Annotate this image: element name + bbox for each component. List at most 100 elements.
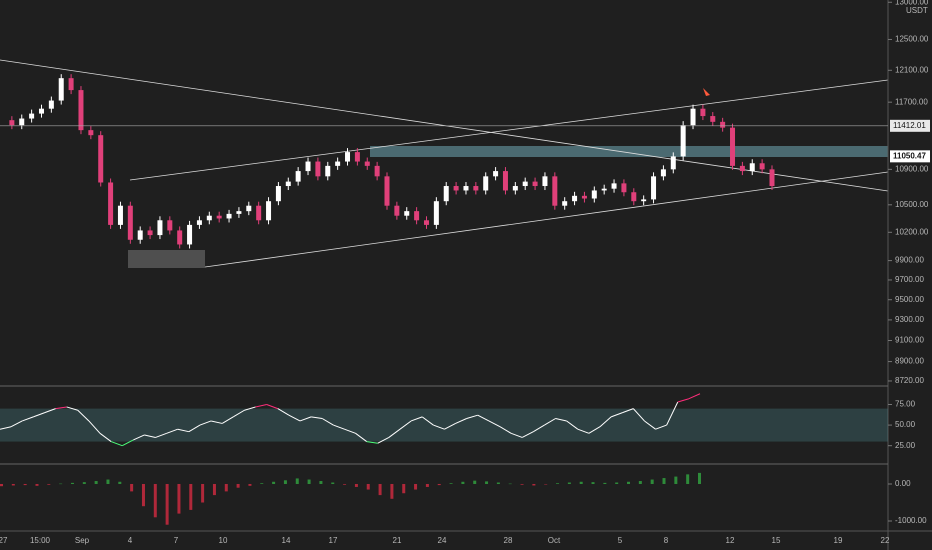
candle <box>730 127 736 166</box>
y-tick-label: 10200.00 <box>895 227 929 236</box>
rsi-line <box>266 404 278 410</box>
rsi-line <box>277 408 290 416</box>
candle <box>9 120 15 126</box>
y-tick-label: 12500.00 <box>895 35 929 44</box>
rsi-line <box>355 432 367 442</box>
candle <box>423 220 429 225</box>
candle <box>463 186 469 191</box>
histogram-bar <box>496 482 500 484</box>
histogram-bar <box>390 483 394 499</box>
candle <box>512 186 518 191</box>
candle <box>433 201 439 225</box>
y-tick-label: 8900.00 <box>895 357 924 366</box>
rsi-line <box>255 403 267 408</box>
rsi-line <box>0 426 12 430</box>
candle <box>651 176 657 200</box>
candle <box>572 195 578 202</box>
candle <box>167 220 173 231</box>
histogram-bar <box>153 483 157 518</box>
histogram-bar <box>437 483 441 486</box>
y-tick-label: 0.00 <box>895 479 911 488</box>
candle <box>394 205 400 216</box>
rsi-line <box>333 424 345 430</box>
histogram-bar <box>35 483 39 486</box>
histogram-bar <box>686 474 690 484</box>
histogram-bar <box>118 481 122 484</box>
rsi-line <box>521 431 534 438</box>
candle <box>710 116 716 122</box>
x-tick-label: 21 <box>393 536 402 545</box>
histogram-bar <box>615 482 619 484</box>
histogram-bar <box>272 481 276 484</box>
candle <box>641 199 647 202</box>
histogram-bar <box>378 483 382 496</box>
histogram-bar <box>307 479 311 484</box>
histogram-bar <box>508 483 512 485</box>
candle <box>749 163 755 172</box>
x-tick-label: 7 <box>174 536 179 545</box>
x-tick-label: Oct <box>548 536 561 545</box>
histogram-bar <box>425 483 429 487</box>
rsi-line <box>121 439 134 447</box>
rsi-line <box>399 420 412 430</box>
histogram-bar <box>556 483 560 484</box>
candle <box>38 108 44 114</box>
rsi-line <box>388 428 401 438</box>
histogram-bar <box>283 480 287 484</box>
candle <box>246 205 252 212</box>
candle <box>98 135 104 183</box>
rsi-line <box>166 428 178 434</box>
histogram-bar <box>94 481 98 484</box>
x-tick-label: 14 <box>282 536 291 545</box>
histogram-bar <box>591 482 595 484</box>
histogram-bar <box>461 481 465 484</box>
candle <box>354 152 360 162</box>
y-tick-label: 75.00 <box>895 400 916 409</box>
rsi-line <box>410 416 423 422</box>
rsi-line <box>499 426 512 434</box>
rsi-line <box>566 420 579 430</box>
rsi-line <box>655 424 667 430</box>
candle <box>275 186 281 202</box>
rsi-line <box>688 393 701 400</box>
candle <box>631 192 637 202</box>
rsi-line <box>677 398 690 403</box>
rsi-line <box>610 412 623 418</box>
price-label: 11050.47 <box>893 151 926 160</box>
candle <box>177 230 183 245</box>
histogram-bar <box>189 483 193 510</box>
histogram-bar <box>0 483 3 487</box>
rsi-line <box>466 414 478 419</box>
y-tick-label: 10900.00 <box>895 164 929 173</box>
candle <box>591 190 597 199</box>
candle <box>29 113 35 119</box>
candle <box>236 211 242 214</box>
rsi-line <box>455 418 467 424</box>
candle <box>443 186 449 202</box>
currency-label: USDT <box>906 6 928 15</box>
histogram-bar <box>331 482 335 484</box>
candle <box>700 108 706 117</box>
rsi-line <box>632 408 645 422</box>
rsi-line <box>244 406 256 411</box>
candle <box>48 100 54 109</box>
rsi-line <box>22 416 34 422</box>
candle <box>78 90 84 131</box>
rsi-line <box>488 420 501 428</box>
candle <box>502 171 508 191</box>
x-tick-label: 28 <box>504 536 513 545</box>
candle <box>542 176 548 187</box>
histogram-bar <box>260 483 264 484</box>
histogram-bar <box>674 476 678 484</box>
candle <box>68 78 74 91</box>
y-tick-label: 11700.00 <box>895 97 928 106</box>
rsi-line <box>33 412 45 418</box>
y-tick-label: 9500.00 <box>895 295 924 304</box>
histogram-bar <box>23 483 27 486</box>
rsi-line <box>155 432 167 438</box>
rsi-line <box>88 420 101 434</box>
histogram-bar <box>130 483 134 492</box>
y-tick-label: 25.00 <box>895 441 916 450</box>
histogram-bar <box>414 483 418 490</box>
candle <box>374 165 380 177</box>
